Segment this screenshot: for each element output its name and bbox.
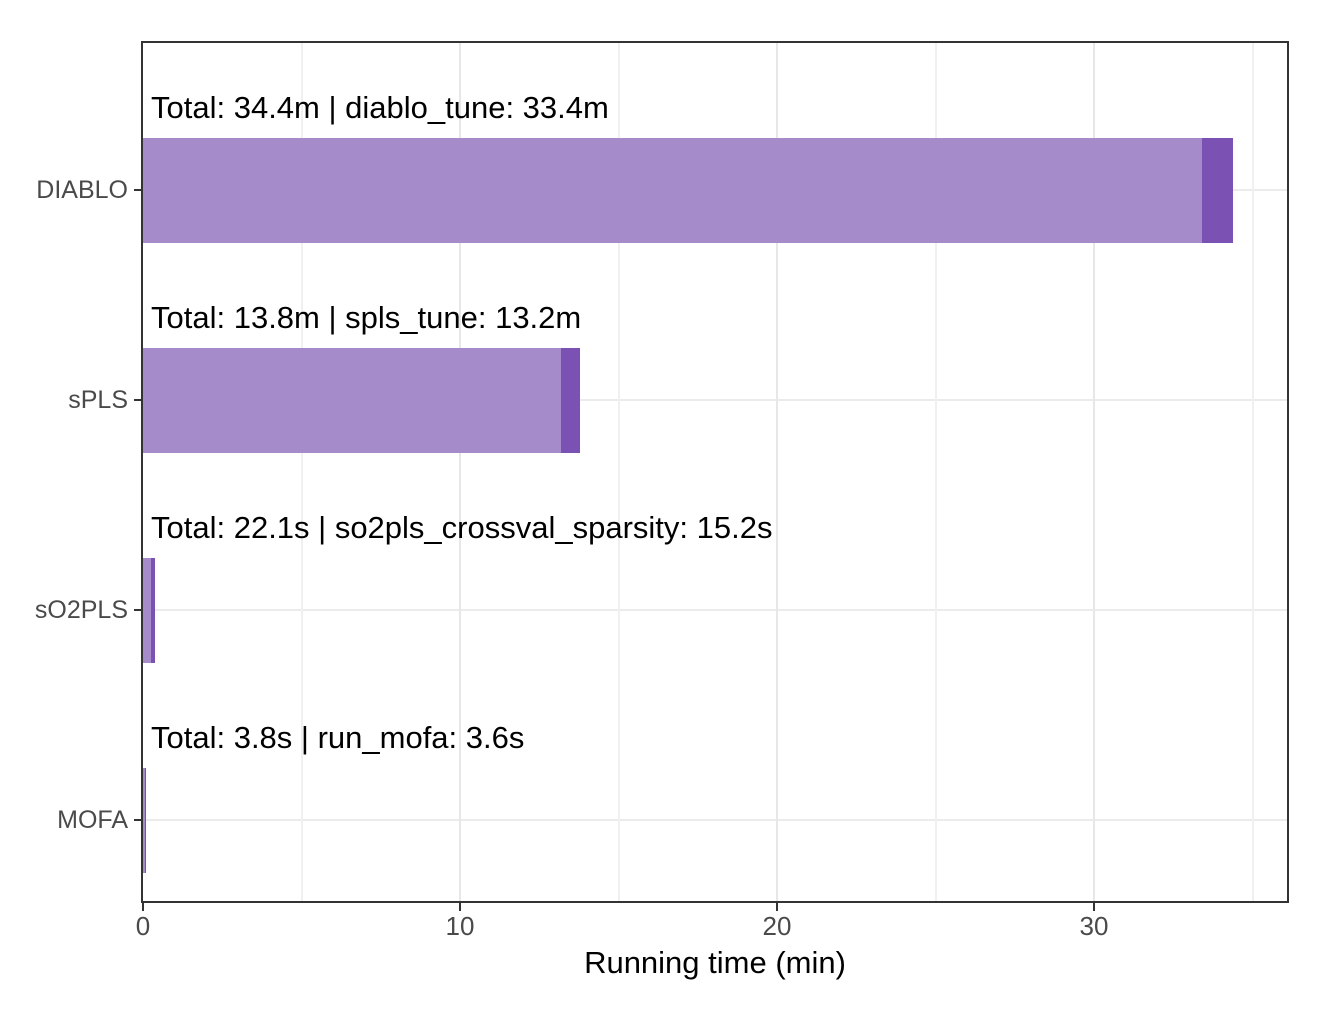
- bar-segment-main: [143, 557, 152, 663]
- y-axis-label-diablo: DIABLO: [36, 176, 128, 204]
- bar-diablo: [143, 137, 1234, 243]
- bar-segment-main: [143, 767, 145, 873]
- major-gridline: [459, 43, 461, 901]
- bar-annotation: Total: 22.1s | so2pls_crossval_sparsity:…: [151, 509, 773, 545]
- category-gridline: [143, 609, 1287, 611]
- x-axis-tick: [1093, 902, 1095, 911]
- y-axis-tick: [134, 399, 143, 401]
- x-axis-tick-label: 10: [445, 911, 475, 941]
- y-axis-label-mofa: MOFA: [57, 806, 128, 834]
- bar-so2pls: [143, 557, 155, 663]
- minor-gridline: [300, 43, 303, 901]
- category-gridline: [143, 399, 1287, 401]
- bar-segment-other: [151, 557, 155, 663]
- plot-panel: Total: 34.4m | diablo_tune: 33.4m Total:…: [143, 43, 1287, 901]
- bar-annotation: Total: 34.4m | diablo_tune: 33.4m: [151, 89, 609, 125]
- y-axis-label-spls: sPLS: [68, 386, 128, 414]
- bar-segment-other: [1201, 137, 1234, 243]
- bar-segment-other: [561, 347, 581, 453]
- y-axis-tick: [134, 609, 143, 611]
- category-gridline: [143, 819, 1287, 821]
- bar-annotation: Total: 13.8m | spls_tune: 13.2m: [151, 299, 582, 335]
- x-axis-tick: [142, 902, 144, 911]
- bar-segment-main: [143, 347, 562, 453]
- minor-gridline: [617, 43, 620, 901]
- y-axis-tick: [134, 189, 143, 191]
- x-axis-tick-label: 0: [135, 911, 151, 941]
- x-axis-tick: [459, 902, 461, 911]
- major-gridline: [776, 43, 778, 901]
- bar-annotation: Total: 3.8s | run_mofa: 3.6s: [151, 719, 525, 755]
- y-axis-tick: [134, 819, 143, 821]
- bar-mofa: [143, 767, 145, 873]
- x-axis-tick-label: 30: [1079, 911, 1109, 941]
- x-axis-title: Running time (min): [584, 945, 846, 980]
- x-axis-tick: [776, 902, 778, 911]
- minor-gridline: [1251, 43, 1254, 901]
- bar-spls: [143, 347, 581, 453]
- y-axis-label-so2pls: sO2PLS: [34, 596, 128, 624]
- minor-gridline: [934, 43, 937, 901]
- x-axis-tick-label: 20: [762, 911, 792, 941]
- major-gridline: [1093, 43, 1095, 901]
- bar-segment-main: [143, 137, 1202, 243]
